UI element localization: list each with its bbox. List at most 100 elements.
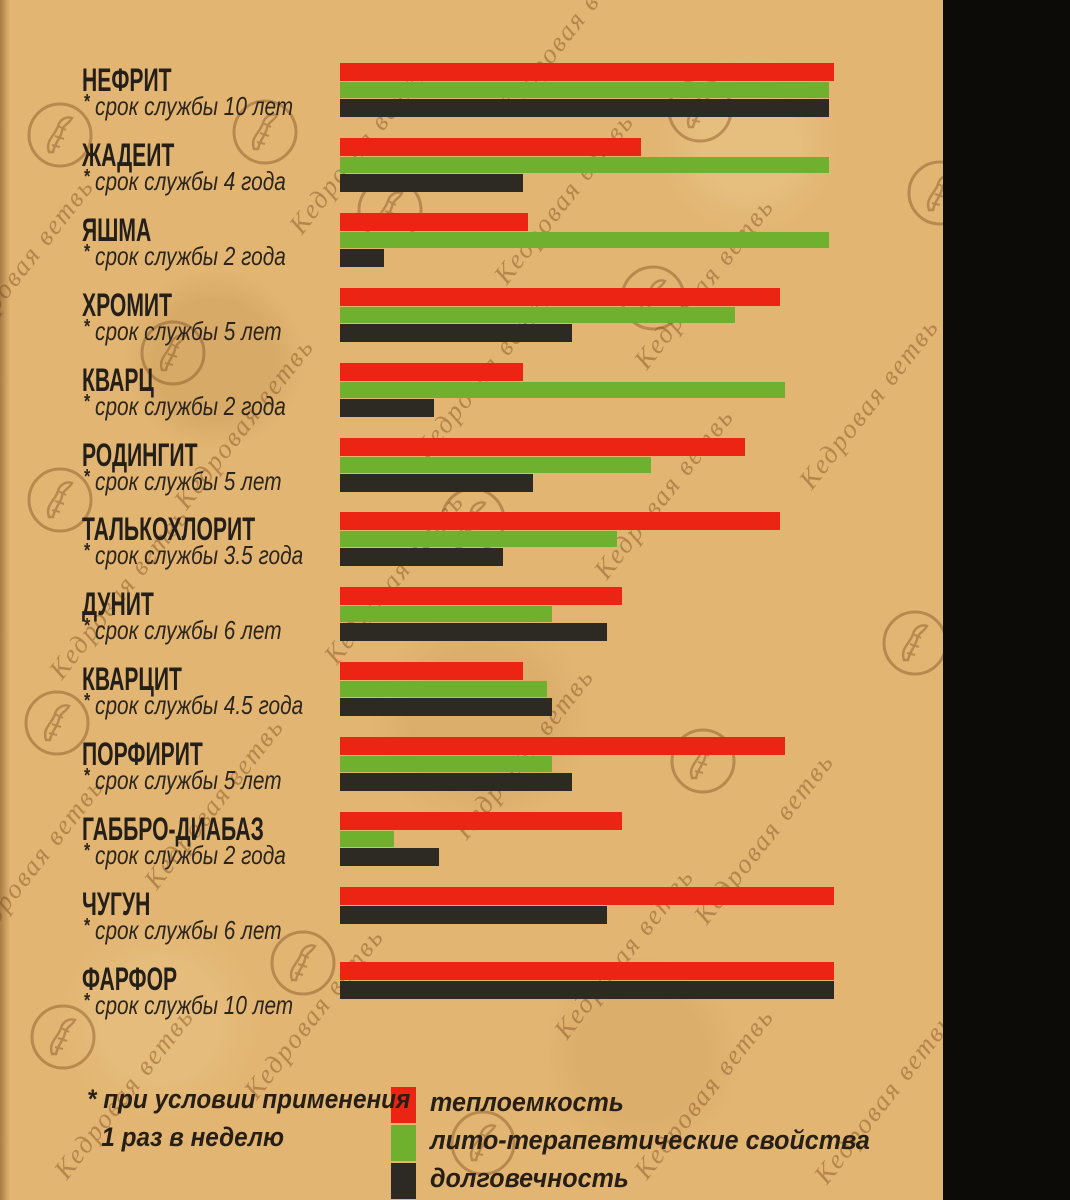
stone-service-life: * срок службы 5 лет bbox=[84, 315, 282, 347]
bar-litho-therapeutic bbox=[340, 231, 829, 248]
bar-heat-capacity bbox=[340, 137, 641, 156]
service-life-text: срок службы 4 года bbox=[95, 165, 286, 196]
stone-name: ПОРФИРИТ bbox=[82, 736, 203, 773]
stone-name: РОДИНГИТ bbox=[82, 436, 198, 473]
title-strip-background bbox=[943, 0, 1070, 1200]
stone-service-life: * срок службы 4.5 года bbox=[84, 690, 303, 721]
bar-heat-capacity bbox=[340, 812, 622, 830]
legend-swatch-black bbox=[391, 1163, 416, 1199]
stone-row: ДУНИТ * срок службы 6 лет bbox=[0, 587, 1070, 645]
legend-label-litho-therapeutic: лито-терапевтические свойства bbox=[430, 1125, 870, 1155]
stone-row: ХРОМИТ * срок службы 5 лет bbox=[0, 286, 1070, 347]
stone-name: ЯШМА bbox=[82, 211, 152, 248]
service-life-text: срок службы 2 года bbox=[95, 840, 286, 870]
service-life-text: срок службы 10 лет bbox=[95, 989, 294, 1020]
legend-label-heat-capacity: теплоемкость bbox=[430, 1087, 624, 1117]
legend-label-durability: долговечность bbox=[430, 1163, 629, 1193]
stone-service-life: * срок службы 2 года bbox=[84, 240, 286, 272]
bar-durability bbox=[340, 248, 384, 267]
bar-durability bbox=[340, 623, 607, 642]
stone-name: КВАРЦИТ bbox=[82, 661, 182, 698]
stone-row: КВАРЦИТ * срок службы 4.5 года bbox=[0, 662, 1070, 720]
stone-name: ФАРФОР bbox=[82, 960, 178, 997]
footnote-asterisk: * bbox=[84, 615, 91, 638]
stone-row: ЧУГУН * срок службы 6 лет bbox=[0, 886, 1070, 946]
stone-service-life: * срок службы 2 года bbox=[84, 840, 286, 871]
bar-durability bbox=[340, 473, 533, 492]
footnote-line1: * при условии применения bbox=[87, 1084, 411, 1114]
bar-litho-therapeutic bbox=[340, 82, 829, 98]
stone-row: ФАРФОР * срок службы 10 лет bbox=[0, 960, 1070, 1021]
legend-swatch-green bbox=[391, 1125, 416, 1161]
stone-name: ТАЛЬКОХЛОРИТ bbox=[82, 511, 256, 548]
footnote-asterisk: * bbox=[84, 240, 91, 263]
bar-durability bbox=[340, 773, 572, 792]
stone-name: НЕФРИТ bbox=[82, 62, 172, 98]
scan-edge-shading bbox=[0, 0, 10, 1200]
stone-service-life: * срок службы 6 лет bbox=[84, 615, 282, 646]
stone-name: ХРОМИТ bbox=[82, 286, 172, 323]
stone-name: ЖАДЕИТ bbox=[82, 136, 175, 173]
bar-litho-therapeutic bbox=[340, 756, 552, 773]
stone-service-life: * срок службы 5 лет bbox=[84, 465, 282, 497]
stone-service-life: * срок службы 2 года bbox=[84, 390, 286, 422]
bar-durability bbox=[340, 323, 572, 342]
bar-litho-therapeutic bbox=[340, 456, 651, 473]
service-life-text: срок службы 5 лет bbox=[95, 765, 282, 796]
footnote-asterisk: * bbox=[84, 390, 91, 413]
watermark-text: Кедровая ветвь bbox=[807, 1006, 960, 1190]
footnote-asterisk: * bbox=[84, 91, 91, 113]
stone-service-life: * срок службы 5 лет bbox=[84, 765, 282, 796]
bar-heat-capacity bbox=[340, 437, 745, 456]
service-life-text: срок службы 3.5 года bbox=[95, 540, 304, 571]
bar-heat-capacity bbox=[340, 886, 834, 905]
stone-row: ПОРФИРИТ * срок службы 5 лет bbox=[0, 737, 1070, 795]
bar-heat-capacity bbox=[340, 961, 834, 980]
stone-name: ГАББРО-ДИАБАЗ bbox=[82, 811, 264, 847]
stone-row: РОДИНГИТ * срок службы 5 лет bbox=[0, 436, 1070, 497]
footnote-asterisk: * bbox=[84, 840, 91, 862]
stone-service-life: * срок службы 6 лет bbox=[84, 914, 282, 946]
footnote-asterisk: * bbox=[84, 465, 91, 488]
bar-heat-capacity bbox=[340, 287, 780, 306]
bar-heat-capacity bbox=[340, 362, 523, 381]
service-life-text: срок службы 5 лет bbox=[95, 465, 282, 496]
bar-litho-therapeutic bbox=[340, 381, 785, 398]
stone-service-life: * срок службы 3.5 года bbox=[84, 540, 304, 571]
stone-row: НЕФРИТ * срок службы 10 лет bbox=[0, 63, 1070, 121]
bar-durability bbox=[340, 905, 607, 924]
service-life-text: срок службы 2 года bbox=[95, 390, 286, 421]
service-life-text: срок службы 5 лет bbox=[95, 315, 282, 346]
bar-durability bbox=[340, 848, 439, 866]
bar-heat-capacity bbox=[340, 63, 834, 81]
bar-litho-therapeutic bbox=[340, 606, 552, 623]
stone-row: КВАРЦ * срок службы 2 года bbox=[0, 362, 1070, 422]
service-life-text: срок службы 6 лет bbox=[95, 914, 282, 945]
bar-durability bbox=[340, 548, 503, 567]
legend-swatch-red bbox=[391, 1087, 416, 1123]
bar-durability bbox=[340, 980, 834, 999]
watermark-text: Кедровая ветвь bbox=[627, 1001, 780, 1185]
bar-litho-therapeutic bbox=[340, 156, 829, 173]
bar-heat-capacity bbox=[340, 587, 622, 606]
bar-durability bbox=[340, 398, 434, 417]
stone-name: ДУНИТ bbox=[82, 586, 154, 623]
bar-litho-therapeutic bbox=[340, 831, 394, 847]
footnote-asterisk: * bbox=[84, 989, 91, 1012]
footnote-asterisk: * bbox=[84, 765, 91, 788]
footnote-asterisk: * bbox=[84, 690, 91, 713]
bar-litho-therapeutic bbox=[340, 306, 735, 323]
bar-durability bbox=[340, 173, 523, 192]
footnote-asterisk: * bbox=[84, 315, 91, 338]
bar-heat-capacity bbox=[340, 737, 785, 756]
footnote-asterisk: * bbox=[84, 914, 91, 937]
stone-service-life: * срок службы 10 лет bbox=[84, 989, 294, 1021]
service-life-text: срок службы 10 лет bbox=[95, 91, 294, 121]
bar-litho-therapeutic bbox=[340, 681, 547, 698]
bar-durability bbox=[340, 99, 829, 117]
stone-row: ЖАДЕИТ * срок службы 4 года bbox=[0, 136, 1070, 196]
footnote-asterisk: * bbox=[84, 540, 91, 563]
service-life-text: срок службы 2 года bbox=[95, 240, 286, 271]
stone-row: ЯШМА * срок службы 2 года bbox=[0, 211, 1070, 272]
